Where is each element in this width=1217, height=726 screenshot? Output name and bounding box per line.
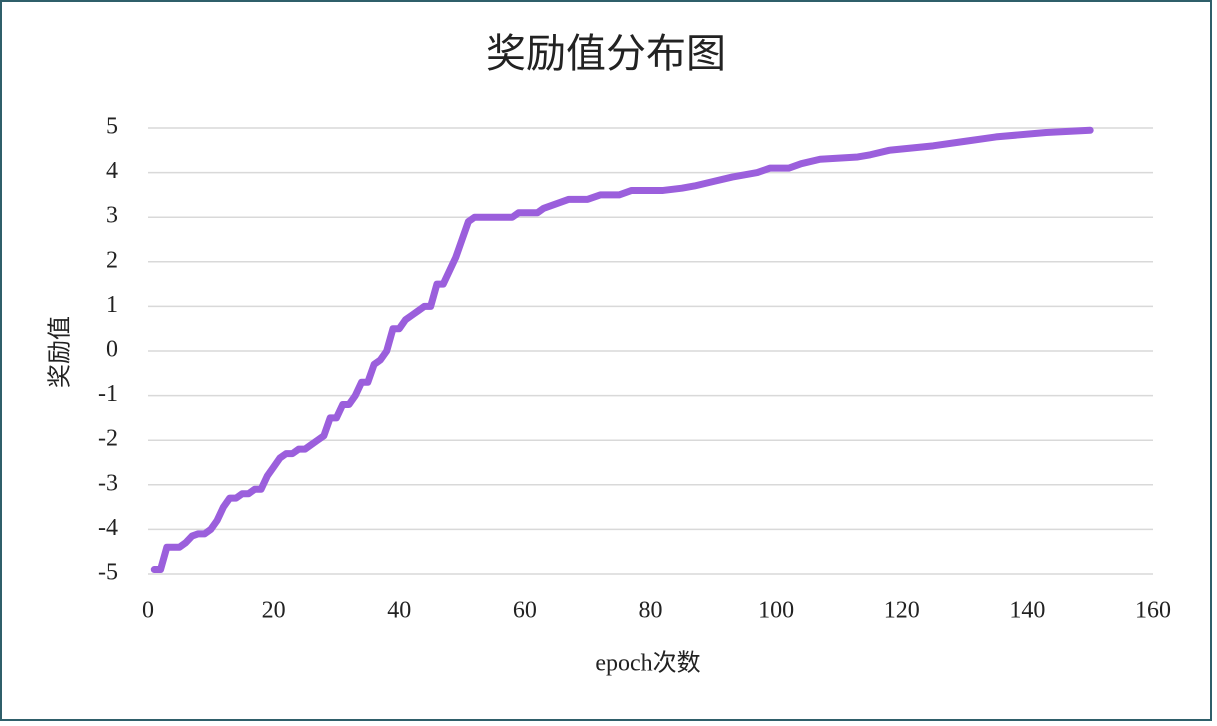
y-tick-label: 1 <box>106 292 118 318</box>
x-tick-label: 80 <box>639 598 663 624</box>
x-tick-label: 120 <box>884 598 920 624</box>
y-tick-label: -1 <box>98 381 118 407</box>
x-tick-label: 140 <box>1009 598 1045 624</box>
y-tick-label: 2 <box>106 247 118 273</box>
chart-title: 奖励值分布图 <box>486 31 726 76</box>
x-tick-label: 100 <box>758 598 794 624</box>
y-tick-label: -2 <box>98 426 118 452</box>
y-tick-label: 3 <box>106 203 118 229</box>
x-axis-label: epoch次数 <box>595 650 700 677</box>
y-tick-label: 0 <box>106 337 118 363</box>
x-tick-label: 40 <box>387 598 411 624</box>
y-tick-label: 5 <box>106 114 118 140</box>
y-tick-label: 4 <box>106 158 118 184</box>
data-line <box>150 126 1094 574</box>
x-tick-label: 160 <box>1135 598 1171 624</box>
x-tick-label: 0 <box>142 598 154 624</box>
y-tick-label: -3 <box>98 470 118 496</box>
y-tick-label: -5 <box>98 560 118 586</box>
y-axis-label: 奖励值 <box>47 316 74 388</box>
y-tick-label: -4 <box>98 515 118 541</box>
x-tick-label: 20 <box>262 598 286 624</box>
x-tick-label: 60 <box>513 598 537 624</box>
